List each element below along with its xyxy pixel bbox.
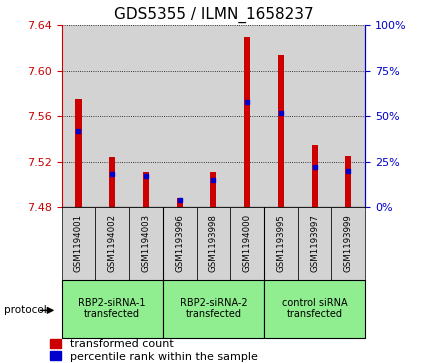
Text: GSM1193997: GSM1193997 — [310, 214, 319, 272]
Bar — [62, 25, 95, 207]
Bar — [163, 207, 197, 280]
Text: GSM1193998: GSM1193998 — [209, 214, 218, 272]
Bar — [95, 25, 129, 207]
Text: protocol: protocol — [4, 305, 47, 315]
Bar — [312, 144, 318, 207]
Bar — [163, 280, 264, 338]
Bar — [163, 25, 197, 207]
Bar — [143, 172, 149, 207]
Bar — [230, 25, 264, 207]
Bar — [331, 207, 365, 280]
Bar — [75, 99, 81, 207]
Bar — [95, 207, 129, 280]
Bar — [109, 157, 115, 207]
Text: GSM1193996: GSM1193996 — [175, 214, 184, 272]
Text: control siRNA
transfected: control siRNA transfected — [282, 298, 348, 319]
Bar — [197, 25, 230, 207]
Text: GSM1194002: GSM1194002 — [108, 214, 117, 272]
Text: GSM1193999: GSM1193999 — [344, 214, 353, 272]
Legend: transformed count, percentile rank within the sample: transformed count, percentile rank withi… — [50, 339, 257, 362]
Bar — [298, 207, 331, 280]
Text: GSM1193995: GSM1193995 — [276, 214, 286, 272]
Bar — [230, 207, 264, 280]
Bar — [264, 25, 298, 207]
Bar — [345, 156, 352, 207]
Text: GSM1194000: GSM1194000 — [242, 214, 252, 272]
Bar — [176, 198, 183, 207]
Text: GSM1194003: GSM1194003 — [141, 214, 150, 272]
Bar — [331, 25, 365, 207]
Bar — [298, 25, 331, 207]
Text: GSM1194001: GSM1194001 — [74, 214, 83, 272]
Title: GDS5355 / ILMN_1658237: GDS5355 / ILMN_1658237 — [114, 7, 313, 23]
Bar — [129, 207, 163, 280]
Bar — [244, 37, 250, 207]
Bar — [129, 25, 163, 207]
Bar — [264, 280, 365, 338]
Text: RBP2-siRNA-1
transfected: RBP2-siRNA-1 transfected — [78, 298, 146, 319]
Bar — [210, 172, 216, 207]
Bar — [197, 207, 230, 280]
Bar — [278, 55, 284, 207]
Bar — [62, 207, 95, 280]
Bar — [62, 280, 163, 338]
Bar — [264, 207, 298, 280]
Text: RBP2-siRNA-2
transfected: RBP2-siRNA-2 transfected — [180, 298, 247, 319]
